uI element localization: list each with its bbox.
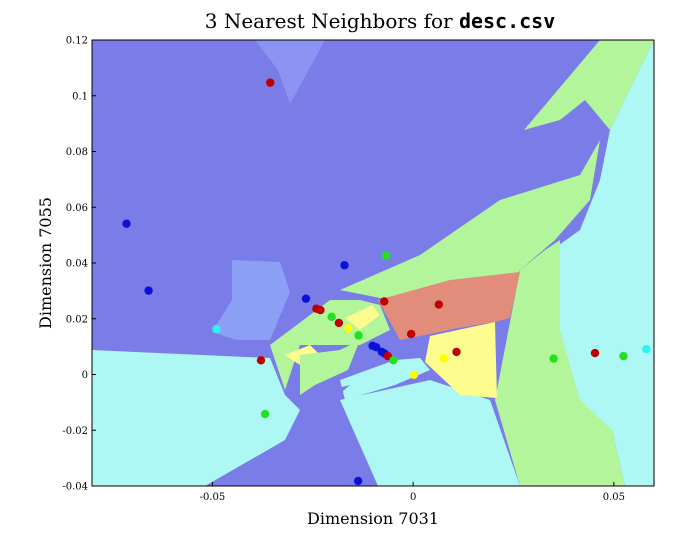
y-tick-label: 0.12 — [66, 36, 88, 47]
data-point-blue — [122, 219, 131, 228]
y-axis-ticks: -0.04 -0.02 0 0.02 0.04 0.06 0.08 0.1 0.12 — [62, 36, 96, 493]
plot-area: -0.05 0 0.05 -0.04 -0.02 0 0.02 0.04 0.06 0.08 0.… — [62, 36, 655, 503]
data-point-cyan — [642, 344, 651, 354]
x-tick-label: -0.05 — [200, 492, 226, 503]
region-green-right — [495, 240, 625, 486]
data-point-red — [256, 356, 266, 365]
y-tick-label: -0.02 — [62, 426, 88, 437]
data-point-green — [354, 331, 363, 340]
region-blue-light-top — [255, 40, 325, 104]
data-point-red — [334, 318, 344, 328]
region-blue-spine — [300, 385, 350, 410]
data-point-blue — [353, 476, 363, 486]
data-point-yellow — [409, 370, 419, 379]
data-point-green — [549, 354, 558, 363]
data-point-red — [316, 305, 325, 315]
data-point-red — [452, 347, 461, 357]
y-tick-label: 0.08 — [66, 147, 88, 158]
region-red-center — [378, 272, 520, 340]
region-yellow-center — [425, 322, 497, 398]
x-tick-label: 0 — [410, 492, 416, 503]
data-point-cyan — [212, 324, 221, 334]
y-tick-label: 0.1 — [72, 91, 88, 102]
data-point-red — [380, 297, 389, 306]
region-cyan-left — [92, 350, 300, 486]
data-point-blue — [144, 286, 153, 295]
data-point-green — [327, 312, 336, 321]
data-point-blue — [372, 342, 381, 352]
data-point-green — [619, 351, 628, 361]
data-point-red — [434, 300, 444, 309]
data-point-green — [389, 356, 398, 365]
x-tick-label: 0.05 — [603, 492, 625, 503]
data-point-yellow — [439, 354, 448, 363]
decision-regions — [92, 40, 654, 486]
region-cyan-spine — [340, 358, 430, 400]
data-points — [122, 78, 651, 486]
region-green-center — [340, 140, 600, 320]
region-cyan-bottom — [340, 380, 520, 486]
y-tick-label: 0 — [82, 370, 88, 381]
x-axis-ticks: -0.05 0 0.05 — [200, 482, 625, 503]
data-point-red — [266, 78, 275, 87]
y-tick-label: 0.04 — [66, 259, 88, 270]
y-tick-label: -0.04 — [62, 482, 88, 493]
data-point-blue — [340, 261, 349, 270]
y-axis-label: Dimension 7055 — [36, 197, 55, 329]
data-point-red — [590, 348, 600, 358]
region-green-lower — [300, 340, 360, 395]
x-axis-label: Dimension 7031 — [307, 509, 439, 528]
data-point-green — [382, 251, 391, 260]
region-yellow-small — [345, 305, 380, 330]
chart-title: 3 Nearest Neighbors for desc.csv — [205, 9, 556, 33]
region-green-topright — [524, 40, 654, 130]
y-tick-label: 0.06 — [66, 203, 88, 214]
data-point-green — [260, 409, 270, 419]
y-tick-label: 0.02 — [66, 314, 88, 325]
data-point-red — [406, 329, 416, 339]
chart-title-file: desc.csv — [459, 9, 555, 33]
data-point-yellow — [344, 324, 353, 333]
data-point-blue — [301, 294, 311, 303]
region-lightblue-left — [212, 260, 290, 340]
chart-title-prefix: 3 Nearest Neighbors for — [205, 9, 459, 33]
